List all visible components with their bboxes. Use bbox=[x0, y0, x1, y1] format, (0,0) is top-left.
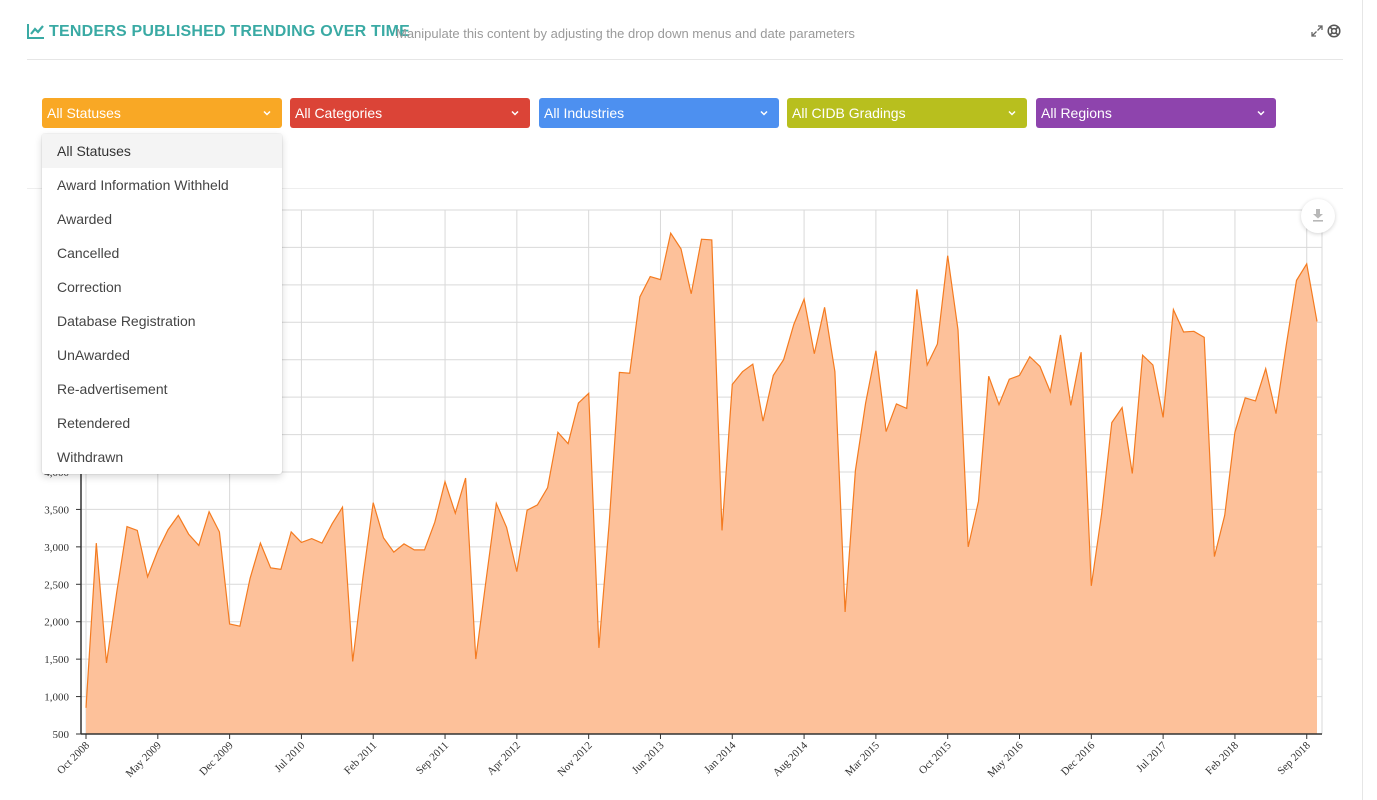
x-tick-label: Jan 2014 bbox=[702, 739, 739, 776]
status-option[interactable]: Awarded bbox=[57, 211, 113, 227]
chart-download-button[interactable] bbox=[1301, 199, 1335, 233]
x-tick-label: Nov 2012 bbox=[555, 740, 594, 779]
x-tick-label: Feb 2018 bbox=[1203, 739, 1241, 777]
panel-header: TENDERS PUBLISHED TRENDING OVER TIME Man… bbox=[27, 14, 1343, 60]
y-tick-label: 3,500 bbox=[44, 504, 69, 516]
chevron-down-icon bbox=[1008, 110, 1016, 116]
line-chart-icon bbox=[27, 24, 44, 39]
y-tick-label: 1,500 bbox=[44, 654, 69, 666]
chevron-down-icon bbox=[511, 110, 519, 116]
status-filter-select[interactable]: All Statuses bbox=[42, 98, 282, 128]
chevron-down-icon bbox=[1257, 110, 1265, 116]
y-tick-label: 500 bbox=[53, 729, 70, 741]
status-option[interactable]: Database Registration bbox=[57, 313, 196, 329]
x-tick-label: Sep 2018 bbox=[1275, 739, 1313, 777]
chevron-down-icon bbox=[263, 110, 271, 116]
status-option[interactable]: Award Information Withheld bbox=[57, 177, 229, 193]
x-tick-label: Jul 2017 bbox=[1134, 739, 1169, 774]
industry-filter-select[interactable]: All Industries bbox=[539, 98, 779, 128]
chevron-down-icon bbox=[760, 110, 768, 116]
status-filter-label: All Statuses bbox=[47, 105, 121, 121]
industry-filter-label: All Industries bbox=[544, 105, 625, 121]
download-icon bbox=[1313, 209, 1323, 222]
status-option[interactable]: All Statuses bbox=[42, 134, 282, 168]
cidb-grading-filter-label: All CIDB Gradings bbox=[792, 105, 906, 121]
series-area bbox=[86, 233, 1317, 734]
y-tick-label: 2,500 bbox=[44, 579, 69, 591]
x-tick-label: May 2016 bbox=[985, 739, 1026, 780]
x-tick-label: Mar 2015 bbox=[843, 739, 882, 778]
y-tick-label: 1,000 bbox=[44, 692, 69, 704]
series-line bbox=[85, 231, 1318, 708]
panel-subtitle: Manipulate this content by adjusting the… bbox=[396, 26, 855, 41]
status-option[interactable]: Retendered bbox=[57, 415, 131, 431]
status-option[interactable]: UnAwarded bbox=[57, 347, 130, 363]
panel-title: TENDERS PUBLISHED TRENDING OVER TIME bbox=[49, 23, 411, 40]
filters-divider bbox=[27, 188, 1343, 189]
status-option[interactable]: Cancelled bbox=[57, 245, 120, 261]
x-tick-label: Dec 2016 bbox=[1059, 739, 1098, 778]
x-tick-label: Apr 2012 bbox=[485, 740, 523, 778]
x-tick-label: Oct 2015 bbox=[917, 739, 955, 777]
x-tick-label: Feb 2011 bbox=[342, 740, 379, 777]
x-tick-label: Jun 2013 bbox=[630, 739, 667, 776]
status-option[interactable]: Withdrawn bbox=[57, 449, 124, 465]
y-tick-label: 3,000 bbox=[44, 542, 69, 554]
region-filter-label: All Regions bbox=[1041, 105, 1112, 121]
x-tick-label: Sep 2011 bbox=[414, 740, 451, 777]
lifebuoy-icon[interactable] bbox=[1327, 24, 1341, 38]
status-option[interactable]: Re-advertisement bbox=[57, 381, 168, 397]
x-tick-label: Dec 2009 bbox=[197, 739, 236, 778]
cidb-grading-filter-select[interactable]: All CIDB Gradings bbox=[787, 98, 1027, 128]
category-filter-select[interactable]: All Categories bbox=[290, 98, 530, 128]
status-option[interactable]: Correction bbox=[57, 279, 122, 295]
x-tick-label: May 2009 bbox=[124, 739, 165, 780]
status-dropdown-menu: All Statuses Award Information Withheld … bbox=[42, 134, 282, 474]
x-tick-label: Oct 2008 bbox=[55, 739, 93, 777]
x-tick-label: Jul 2010 bbox=[272, 739, 307, 774]
region-filter-select[interactable]: All Regions bbox=[1036, 98, 1276, 128]
expand-icon[interactable] bbox=[1311, 25, 1323, 37]
y-tick-label: 2,000 bbox=[44, 617, 69, 629]
category-filter-label: All Categories bbox=[295, 105, 383, 121]
x-tick-label: Aug 2014 bbox=[771, 739, 811, 779]
